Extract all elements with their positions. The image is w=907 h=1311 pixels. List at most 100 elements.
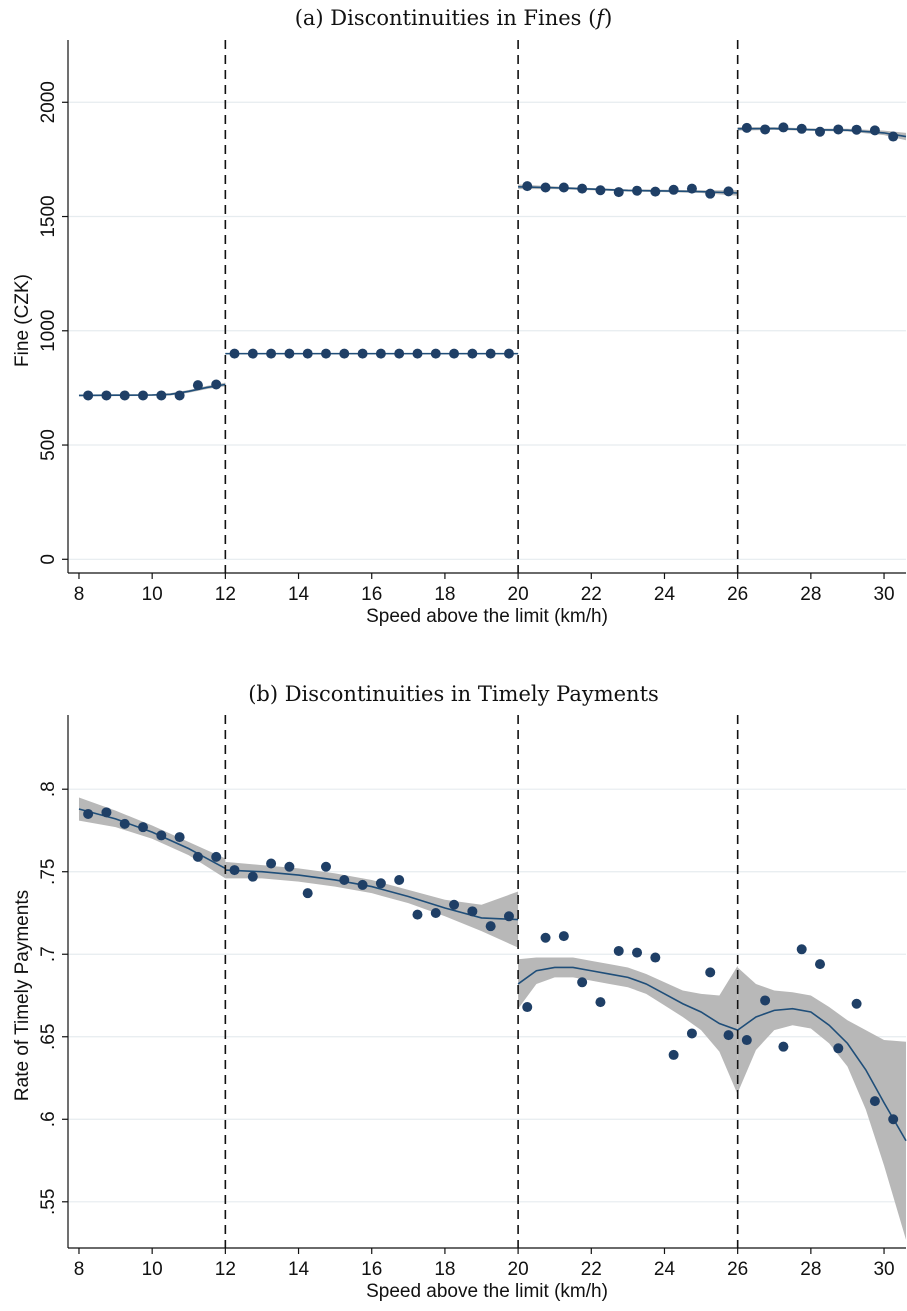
data-point: [522, 181, 533, 192]
x-tick-label: 24: [654, 584, 676, 605]
x-tick-label: 12: [215, 1259, 236, 1280]
data-point: [156, 390, 167, 401]
data-point: [668, 1049, 679, 1060]
data-point: [796, 123, 807, 134]
x-axis-title: Speed above the limit (km/h): [366, 606, 608, 627]
data-point: [211, 851, 222, 862]
data-point: [485, 921, 496, 932]
y-axis-title: Fine (CZK): [12, 274, 33, 367]
data-point: [449, 899, 460, 910]
data-point: [119, 818, 130, 829]
data-point: [796, 944, 807, 955]
data-point: [558, 931, 569, 942]
y-tick-label: .55: [38, 1189, 59, 1215]
x-tick-label: 18: [434, 1259, 455, 1280]
confidence-band: [737, 967, 906, 1240]
data-point: [174, 390, 185, 401]
data-point: [540, 182, 551, 193]
data-point: [503, 348, 514, 359]
data-point: [394, 874, 405, 885]
y-tick-label: .8: [38, 781, 59, 797]
data-point: [851, 998, 862, 1009]
data-point: [284, 861, 295, 872]
x-tick-label: 26: [727, 584, 748, 605]
x-tick-label: 12: [215, 584, 236, 605]
y-tick-label: .7: [38, 946, 59, 962]
x-tick-label: 8: [74, 584, 85, 605]
data-point: [247, 348, 258, 359]
data-point: [375, 348, 386, 359]
chart-b: .55 .6 .65 .7 .75 .8 8 10 12 14 16 18 20 22 24 26 28 30 Sp…: [12, 715, 907, 1302]
data-point: [577, 183, 588, 194]
data-point: [467, 906, 478, 917]
y-tick-label: 1000: [38, 310, 59, 352]
data-point: [192, 380, 203, 391]
x-tick-label: 28: [800, 584, 821, 605]
y-tick-label: .65: [38, 1024, 59, 1050]
data-point: [705, 967, 716, 978]
data-point: [815, 126, 826, 137]
data-point: [266, 858, 277, 869]
data-point: [577, 977, 588, 988]
data-point: [485, 348, 496, 359]
data-point: [101, 807, 112, 818]
data-point: [668, 184, 679, 195]
data-point: [320, 348, 331, 359]
data-point: [851, 124, 862, 135]
data-point: [412, 909, 423, 920]
data-point: [632, 947, 643, 958]
data-point: [650, 952, 661, 963]
y-tick-label: 1500: [38, 195, 59, 237]
data-point: [522, 1002, 533, 1013]
y-tick-label: 500: [38, 429, 59, 461]
x-tick-label: 22: [581, 584, 602, 605]
y-axis-title: Rate of Timely Payments: [12, 890, 33, 1101]
data-point: [174, 832, 185, 843]
data-point: [540, 932, 551, 943]
data-point: [266, 348, 277, 359]
data-point: [888, 131, 899, 142]
data-point: [375, 878, 386, 889]
chart-a: 0 500 1000 1500 2000 8 10 12 14 16 18 20 22 24 26 28 30 S…: [12, 40, 907, 627]
x-tick-label: 10: [142, 1259, 163, 1280]
data-point: [815, 959, 826, 970]
confidence-band: [518, 957, 738, 1095]
x-tick-label: 30: [873, 584, 894, 605]
data-point: [778, 122, 789, 133]
data-point: [741, 1035, 752, 1046]
data-point: [394, 348, 405, 359]
data-point: [723, 186, 734, 197]
data-point: [430, 907, 441, 918]
confidence-band: [737, 126, 906, 141]
data-point: [723, 1030, 734, 1041]
fit-line: [518, 186, 738, 194]
data-point: [156, 830, 167, 841]
chart-b-title: (b) Discontinuities in Timely Payments: [248, 682, 659, 706]
data-point: [83, 808, 94, 819]
data-point: [83, 390, 94, 401]
confidence-band: [225, 861, 519, 948]
data-point: [833, 124, 844, 135]
data-point: [449, 348, 460, 359]
data-point: [613, 187, 624, 198]
data-point: [412, 348, 423, 359]
data-point: [119, 390, 130, 401]
data-point: [302, 348, 313, 359]
data-point: [357, 348, 368, 359]
data-point: [686, 183, 697, 194]
y-tick-label: .75: [38, 859, 59, 885]
data-point: [705, 188, 716, 199]
data-point: [558, 182, 569, 193]
data-point: [760, 995, 771, 1006]
x-tick-label: 22: [581, 1259, 602, 1280]
data-point: [339, 874, 350, 885]
fit-line: [78, 383, 226, 397]
fit-line: [517, 966, 738, 1031]
data-point: [741, 122, 752, 133]
data-point: [595, 997, 606, 1008]
data-point: [229, 865, 240, 876]
x-tick-label: 16: [361, 1259, 382, 1280]
data-point: [302, 888, 313, 899]
data-point: [613, 945, 624, 956]
data-point: [888, 1114, 899, 1125]
